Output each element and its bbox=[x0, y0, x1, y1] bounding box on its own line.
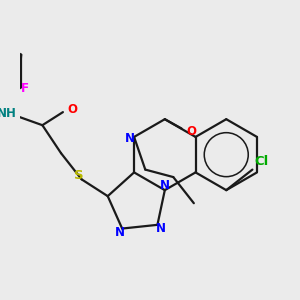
Text: N: N bbox=[115, 226, 125, 239]
Text: N: N bbox=[125, 132, 135, 145]
Text: O: O bbox=[67, 103, 77, 116]
Text: NH: NH bbox=[0, 106, 17, 120]
Text: Cl: Cl bbox=[254, 155, 268, 168]
Text: F: F bbox=[21, 82, 29, 95]
Text: N: N bbox=[156, 222, 166, 235]
Text: N: N bbox=[160, 179, 170, 192]
Text: S: S bbox=[74, 169, 84, 182]
Text: O: O bbox=[186, 125, 196, 138]
